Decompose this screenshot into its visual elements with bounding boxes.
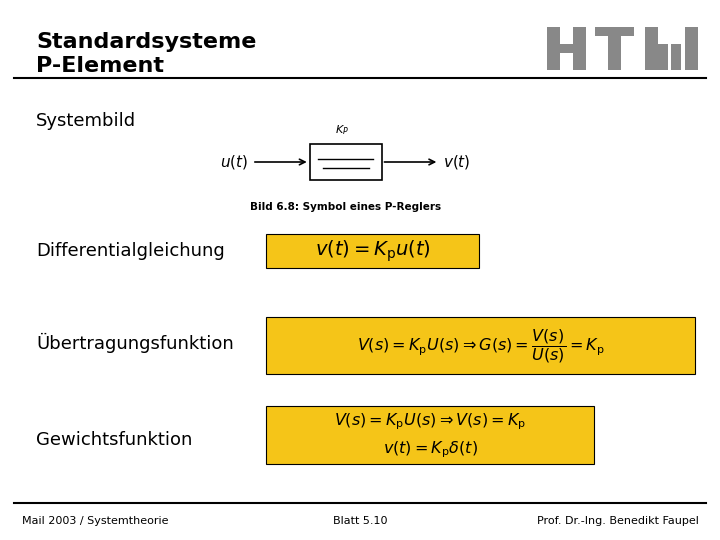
Text: Standardsysteme: Standardsysteme	[36, 32, 256, 52]
Bar	[266, 317, 695, 374]
Text: Blatt 5.10: Blatt 5.10	[333, 516, 387, 525]
Bar	[547, 44, 586, 53]
Text: Bild 6.8: Symbol eines P-Reglers: Bild 6.8: Symbol eines P-Reglers	[250, 202, 441, 212]
Bar	[595, 27, 634, 36]
Bar	[685, 27, 698, 70]
Bar	[547, 27, 560, 70]
Text: Prof. Dr.-Ing. Benedikt Faupel: Prof. Dr.-Ing. Benedikt Faupel	[536, 516, 698, 525]
Text: $V(s) = K_{\mathrm{p}}U(s) \Rightarrow V(s) = K_{\mathrm{p}}$: $V(s) = K_{\mathrm{p}}U(s) \Rightarrow V…	[334, 411, 526, 432]
Text: Mail 2003 / Systemtheorie: Mail 2003 / Systemtheorie	[22, 516, 168, 525]
Bar	[658, 44, 668, 70]
Text: Differentialgleichung: Differentialgleichung	[36, 242, 225, 260]
Text: $v(t)$: $v(t)$	[444, 153, 471, 171]
Bar	[266, 234, 479, 268]
Bar	[310, 144, 382, 180]
Bar	[645, 27, 658, 70]
Text: P-Element: P-Element	[36, 56, 164, 76]
Text: Gewichtsfunktion: Gewichtsfunktion	[36, 431, 192, 449]
Text: $V(s) = K_{\mathrm{p}}U(s) \Rightarrow G(s) = \dfrac{V(s)}{U(s)} = K_{\mathrm{p}: $V(s) = K_{\mathrm{p}}U(s) \Rightarrow G…	[357, 327, 604, 364]
Text: $v(t) = K_{\mathrm{p}}\delta(t)$: $v(t) = K_{\mathrm{p}}\delta(t)$	[382, 440, 478, 460]
Text: Systembild: Systembild	[36, 112, 136, 131]
Text: $K_P$: $K_P$	[335, 123, 349, 137]
Text: Übertragungsfunktion: Übertragungsfunktion	[36, 333, 234, 353]
Bar	[573, 27, 586, 70]
Text: $v(t) = K_{\mathrm{p}}u(t)$: $v(t) = K_{\mathrm{p}}u(t)$	[315, 238, 431, 264]
Bar	[671, 44, 681, 70]
Text: $u(t)$: $u(t)$	[220, 153, 248, 171]
Bar	[266, 406, 594, 464]
Bar	[608, 36, 621, 70]
